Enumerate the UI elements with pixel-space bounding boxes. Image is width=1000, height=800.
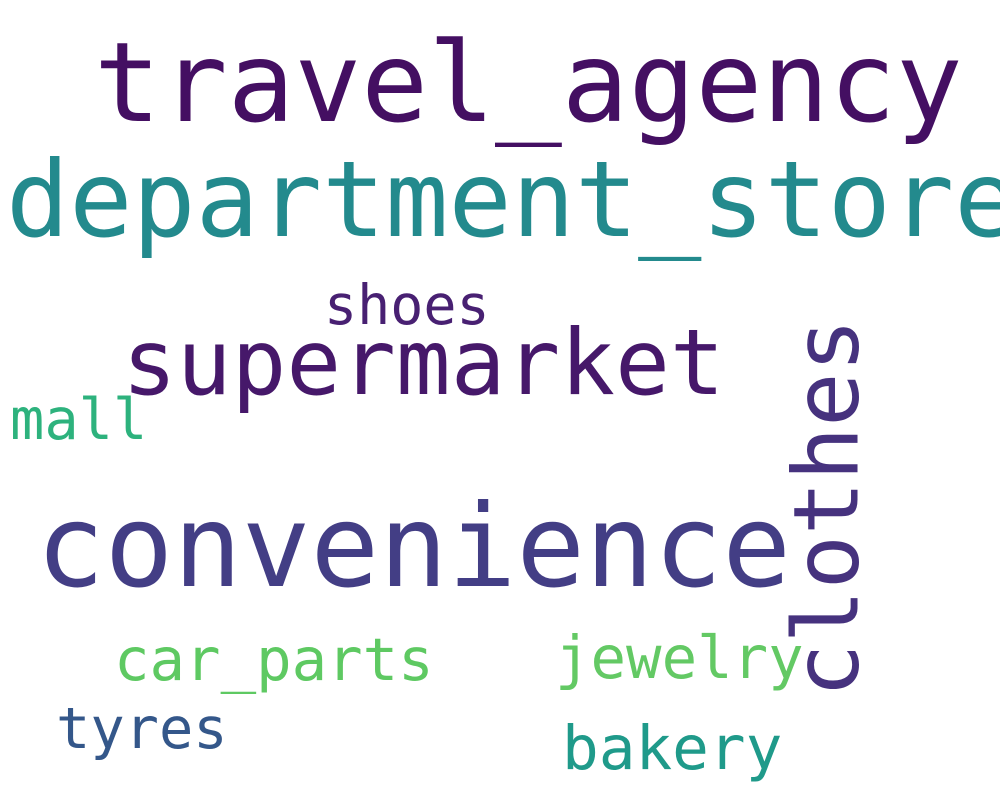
word-shoes: shoes [324,273,490,337]
word-bakery: bakery [562,713,783,784]
word-convenience: convenience [36,480,791,613]
word-department-store: department_store [6,139,1000,261]
word-supermarket: supermarket [122,311,725,416]
word-car-parts: car_parts [114,625,434,694]
word-mall: mall [10,387,148,453]
word-travel-agency: travel_agency [94,19,963,148]
word-tyres: tyres [56,696,228,762]
word-jewelry: jewelry [555,623,804,692]
